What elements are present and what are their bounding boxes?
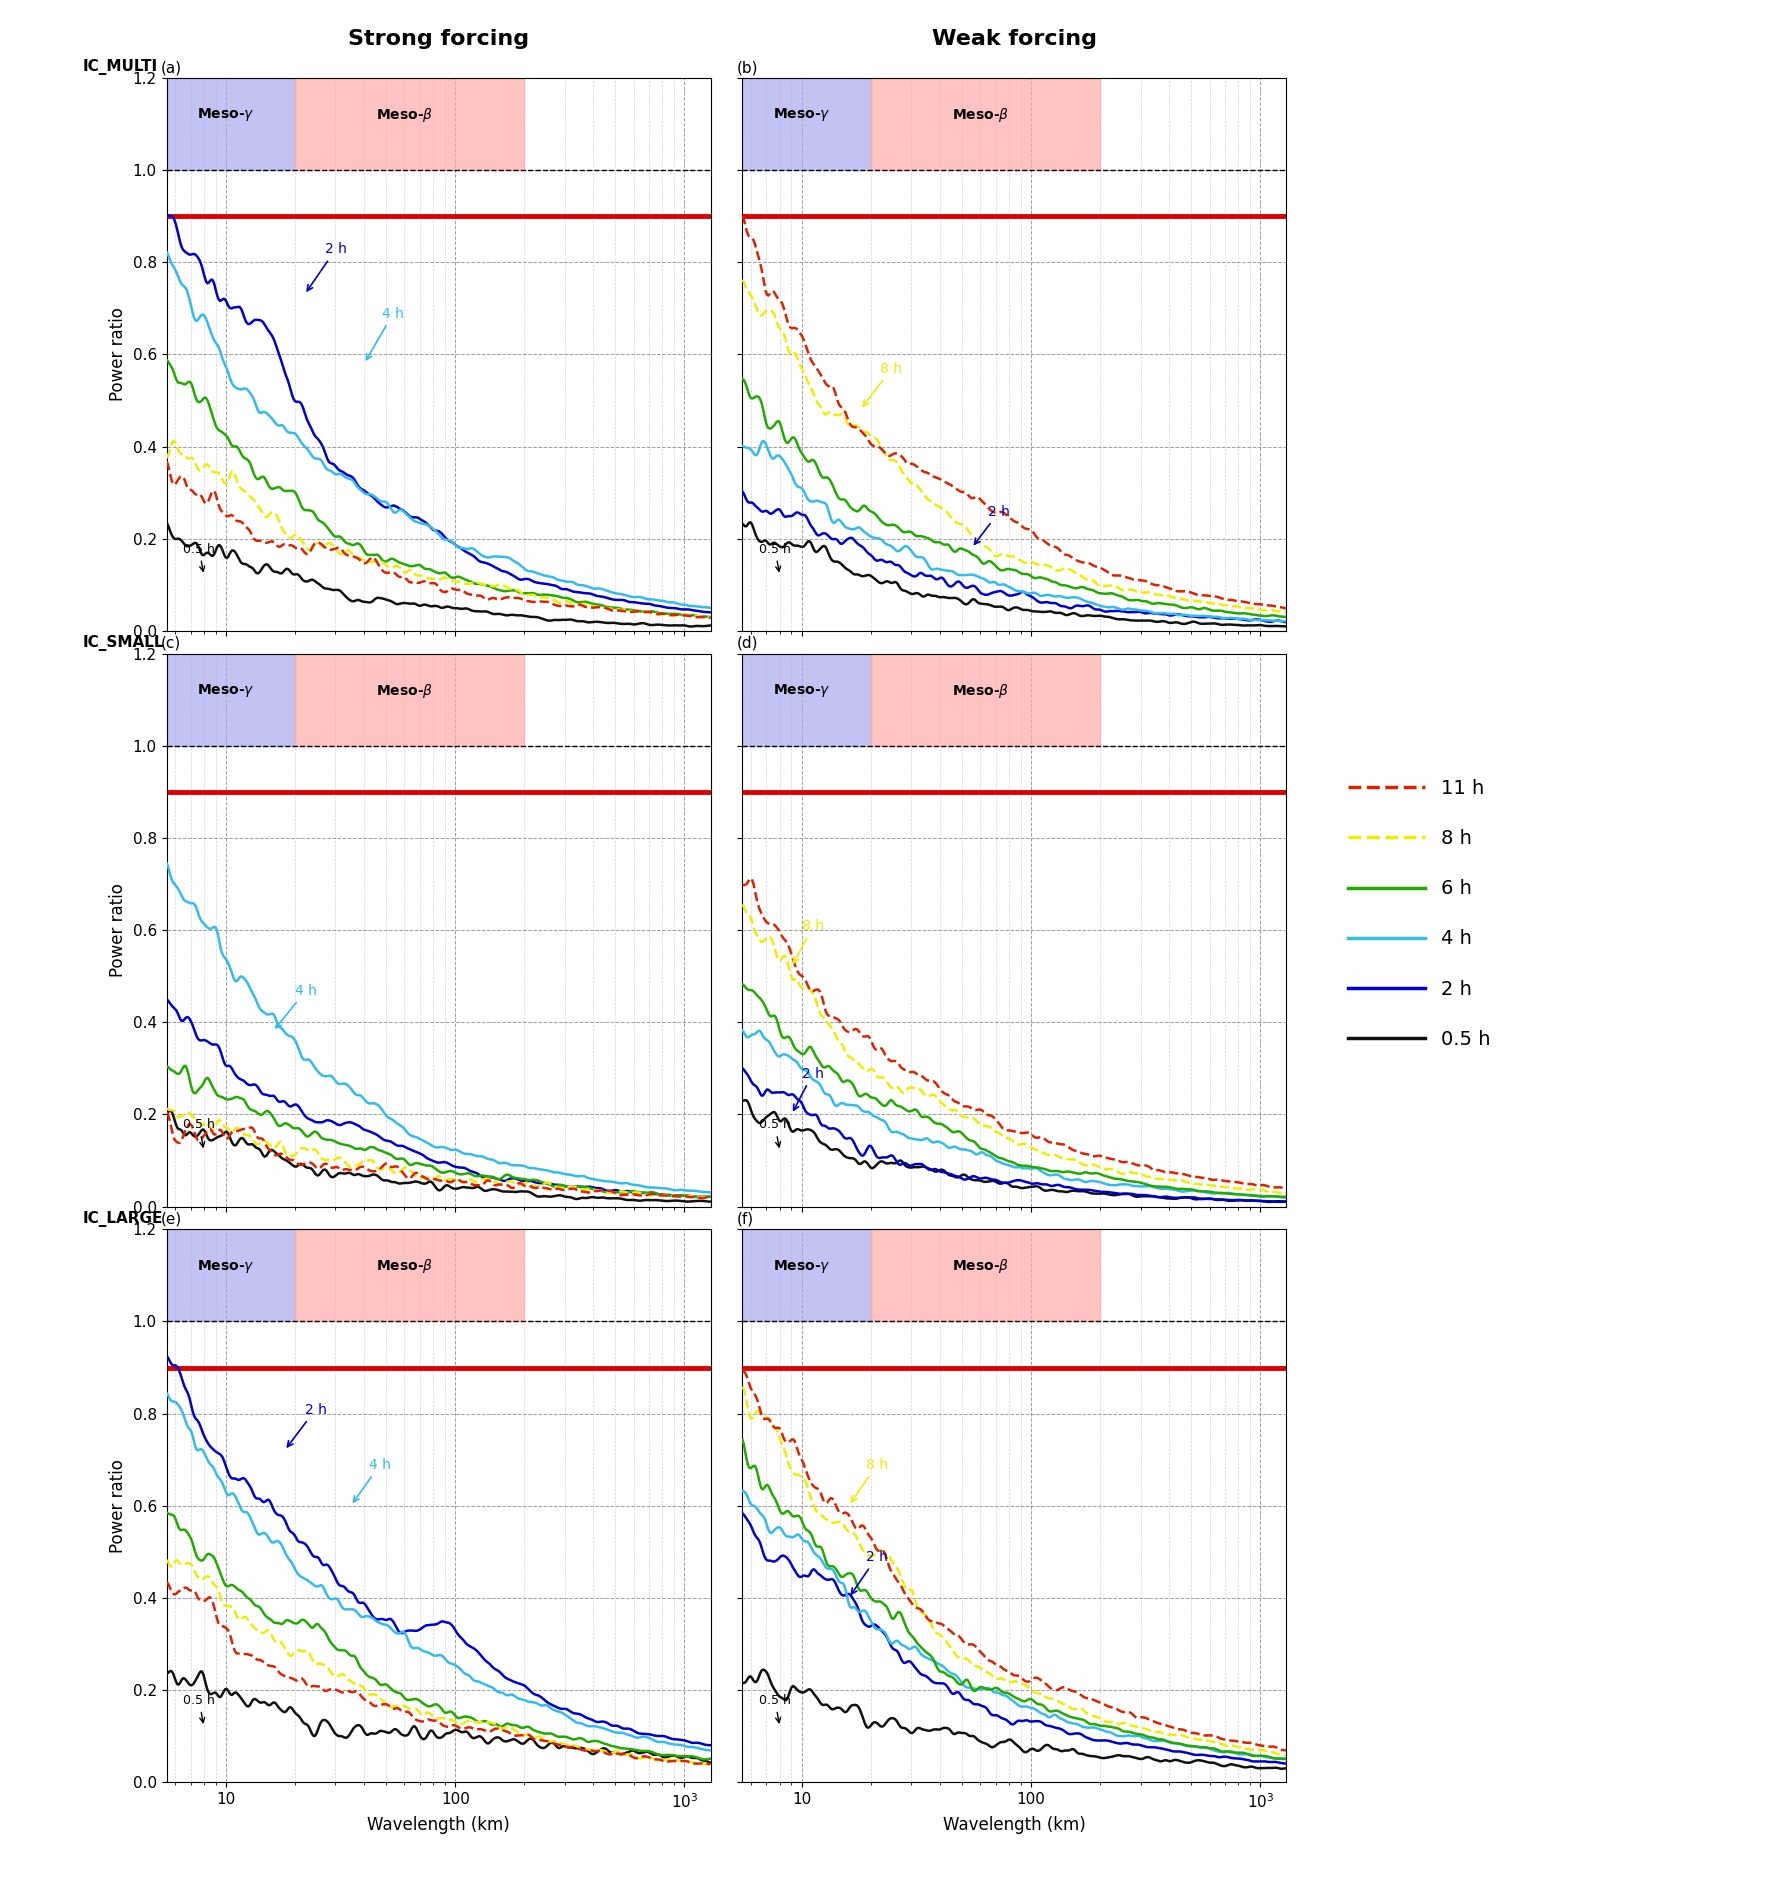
Bar bbox=[872, 78, 1100, 169]
Text: (d): (d) bbox=[737, 636, 758, 651]
Text: 4 h: 4 h bbox=[353, 1458, 392, 1502]
Text: IC_SMALL: IC_SMALL bbox=[82, 634, 163, 651]
Legend: 11 h, 8 h, 6 h, 4 h, 2 h, 0.5 h: 11 h, 8 h, 6 h, 4 h, 2 h, 0.5 h bbox=[1347, 779, 1490, 1049]
Y-axis label: Power ratio: Power ratio bbox=[110, 883, 128, 977]
Text: Meso-$\gamma$: Meso-$\gamma$ bbox=[197, 1259, 255, 1274]
Text: 0.5 h: 0.5 h bbox=[758, 543, 790, 571]
Text: 8 h: 8 h bbox=[851, 1458, 888, 1502]
Bar bbox=[296, 653, 525, 746]
Text: 0.5 h: 0.5 h bbox=[183, 1118, 214, 1146]
Text: 0.5 h: 0.5 h bbox=[758, 1695, 790, 1723]
Title: Weak forcing: Weak forcing bbox=[932, 29, 1097, 50]
Bar bbox=[167, 1230, 296, 1321]
Y-axis label: Power ratio: Power ratio bbox=[110, 308, 128, 402]
Bar bbox=[872, 653, 1100, 746]
Text: Meso-$\gamma$: Meso-$\gamma$ bbox=[197, 107, 255, 124]
Text: Meso-$\beta$: Meso-$\beta$ bbox=[952, 682, 1008, 699]
Bar bbox=[167, 653, 296, 746]
Text: (b): (b) bbox=[737, 61, 758, 76]
Text: 2 h: 2 h bbox=[975, 505, 1010, 545]
Text: 0.5 h: 0.5 h bbox=[758, 1118, 790, 1146]
Text: (e): (e) bbox=[161, 1211, 183, 1226]
Text: 2 h: 2 h bbox=[307, 242, 347, 291]
X-axis label: Wavelength (km): Wavelength (km) bbox=[943, 1816, 1086, 1834]
Bar bbox=[742, 653, 872, 746]
Bar bbox=[742, 1230, 872, 1321]
Text: 0.5 h: 0.5 h bbox=[183, 543, 214, 571]
Title: Strong forcing: Strong forcing bbox=[347, 29, 530, 50]
Text: (c): (c) bbox=[161, 636, 181, 651]
Text: Meso-$\gamma$: Meso-$\gamma$ bbox=[773, 107, 831, 124]
Text: IC_LARGE: IC_LARGE bbox=[82, 1211, 163, 1226]
Text: 4 h: 4 h bbox=[276, 984, 317, 1028]
Bar bbox=[296, 1230, 525, 1321]
Text: 2 h: 2 h bbox=[851, 1550, 888, 1594]
Text: Meso-$\beta$: Meso-$\beta$ bbox=[376, 1257, 432, 1276]
Bar bbox=[296, 78, 525, 169]
Text: Meso-$\beta$: Meso-$\beta$ bbox=[952, 107, 1008, 124]
Bar bbox=[742, 78, 872, 169]
Text: Meso-$\gamma$: Meso-$\gamma$ bbox=[773, 1259, 831, 1274]
Text: Meso-$\beta$: Meso-$\beta$ bbox=[376, 682, 432, 699]
Text: Meso-$\beta$: Meso-$\beta$ bbox=[376, 107, 432, 124]
Text: Meso-$\gamma$: Meso-$\gamma$ bbox=[197, 682, 255, 699]
Text: IC_MULTI: IC_MULTI bbox=[82, 59, 158, 76]
Text: 2 h: 2 h bbox=[287, 1403, 326, 1447]
Text: 4 h: 4 h bbox=[367, 307, 404, 360]
Text: 8 h: 8 h bbox=[863, 362, 902, 406]
Text: Meso-$\gamma$: Meso-$\gamma$ bbox=[773, 682, 831, 699]
Text: 2 h: 2 h bbox=[794, 1066, 824, 1110]
Text: 8 h: 8 h bbox=[794, 920, 824, 963]
Text: (a): (a) bbox=[161, 61, 183, 76]
Bar bbox=[167, 78, 296, 169]
X-axis label: Wavelength (km): Wavelength (km) bbox=[367, 1816, 510, 1834]
Y-axis label: Power ratio: Power ratio bbox=[110, 1458, 128, 1552]
Bar bbox=[872, 1230, 1100, 1321]
Text: 0.5 h: 0.5 h bbox=[183, 1695, 214, 1723]
Text: Meso-$\beta$: Meso-$\beta$ bbox=[952, 1257, 1008, 1276]
Text: (f): (f) bbox=[737, 1211, 755, 1226]
